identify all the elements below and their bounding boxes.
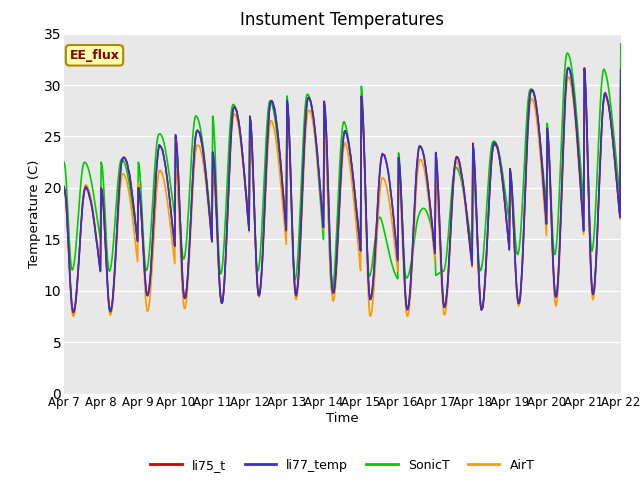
li75_t: [617, 67, 625, 72]
li77_temp: [60, 183, 68, 189]
SonicT: [328, 288, 336, 294]
li75_t: [71, 305, 79, 311]
li75_t: [185, 257, 193, 263]
li77_temp: [70, 309, 77, 315]
li75_t: [70, 310, 77, 315]
AirT: [71, 309, 79, 314]
li77_temp: [617, 67, 625, 73]
Line: li75_t: li75_t: [64, 68, 621, 312]
Y-axis label: Temperature (C): Temperature (C): [28, 159, 41, 268]
AirT: [428, 220, 435, 226]
SonicT: [127, 194, 135, 200]
AirT: [70, 313, 77, 319]
li75_t: [428, 212, 435, 217]
Line: SonicT: SonicT: [64, 44, 621, 291]
li75_t: [214, 251, 222, 256]
AirT: [411, 212, 419, 217]
Line: AirT: AirT: [64, 75, 621, 316]
SonicT: [184, 217, 192, 223]
SonicT: [70, 261, 78, 267]
li77_temp: [128, 192, 136, 198]
li75_t: [128, 191, 136, 197]
SonicT: [617, 41, 625, 47]
Legend: li75_t, li77_temp, SonicT, AirT: li75_t, li77_temp, SonicT, AirT: [145, 454, 540, 477]
SonicT: [214, 216, 221, 221]
SonicT: [411, 234, 419, 240]
Title: Instument Temperatures: Instument Temperatures: [241, 11, 444, 29]
AirT: [128, 212, 136, 218]
li77_temp: [71, 305, 79, 311]
AirT: [617, 72, 625, 78]
li77_temp: [214, 249, 222, 255]
AirT: [185, 267, 193, 273]
Line: li77_temp: li77_temp: [64, 68, 621, 312]
li77_temp: [428, 210, 435, 216]
li75_t: [564, 65, 572, 71]
li75_t: [411, 198, 419, 204]
li77_temp: [565, 65, 573, 71]
li75_t: [60, 185, 68, 191]
SonicT: [428, 223, 435, 229]
AirT: [60, 185, 68, 191]
SonicT: [60, 159, 68, 165]
Text: EE_flux: EE_flux: [70, 49, 120, 62]
X-axis label: Time: Time: [326, 412, 358, 425]
li77_temp: [411, 198, 419, 204]
li77_temp: [185, 256, 193, 262]
AirT: [214, 254, 222, 260]
